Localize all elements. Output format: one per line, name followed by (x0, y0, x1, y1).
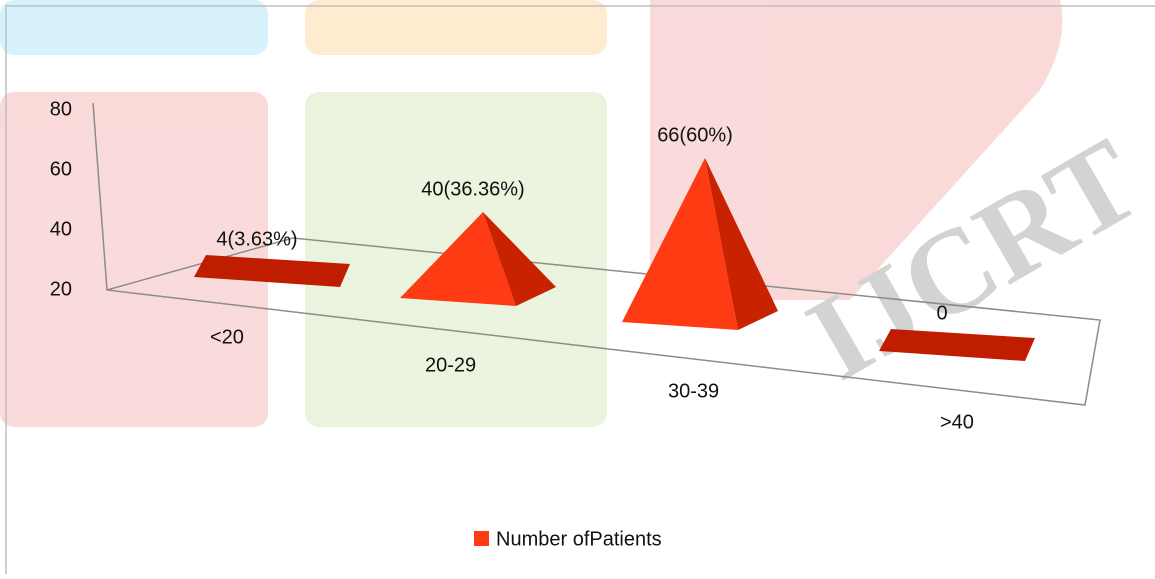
watermark: IJCRT (0, 0, 1155, 427)
pyramid (879, 329, 1035, 361)
y-tick-label: 40 (50, 218, 72, 240)
pyramid-base (194, 255, 350, 287)
value-label: 0 (936, 302, 947, 324)
y-tick-label: 20 (50, 278, 72, 300)
y-tick-label: 80 (50, 98, 72, 120)
pyramid-front-face (622, 158, 738, 330)
pyramid (622, 158, 778, 330)
value-label: 4(3.63%) (216, 228, 297, 250)
pyramid-side-face (483, 212, 556, 306)
legend-label: Number ofPatients (496, 528, 662, 550)
plot-frame (92, 102, 1101, 406)
x-tick-label: 30-39 (668, 380, 719, 402)
value-label: 66(60%) (657, 124, 733, 146)
pyramid (400, 212, 556, 306)
pyramid-front-face (400, 212, 516, 306)
legend-swatch (474, 531, 489, 546)
chart-border (5, 5, 1155, 574)
x-tick-label: 20-29 (425, 354, 476, 376)
x-tick-label: >40 (940, 411, 974, 433)
y-tick-label: 60 (50, 158, 72, 180)
x-tick-label: <20 (210, 326, 244, 348)
pyramid (194, 255, 350, 287)
pyramid-base (879, 329, 1035, 361)
value-label: 40(36.36%) (421, 178, 524, 200)
pyramid-side-face (705, 158, 778, 330)
